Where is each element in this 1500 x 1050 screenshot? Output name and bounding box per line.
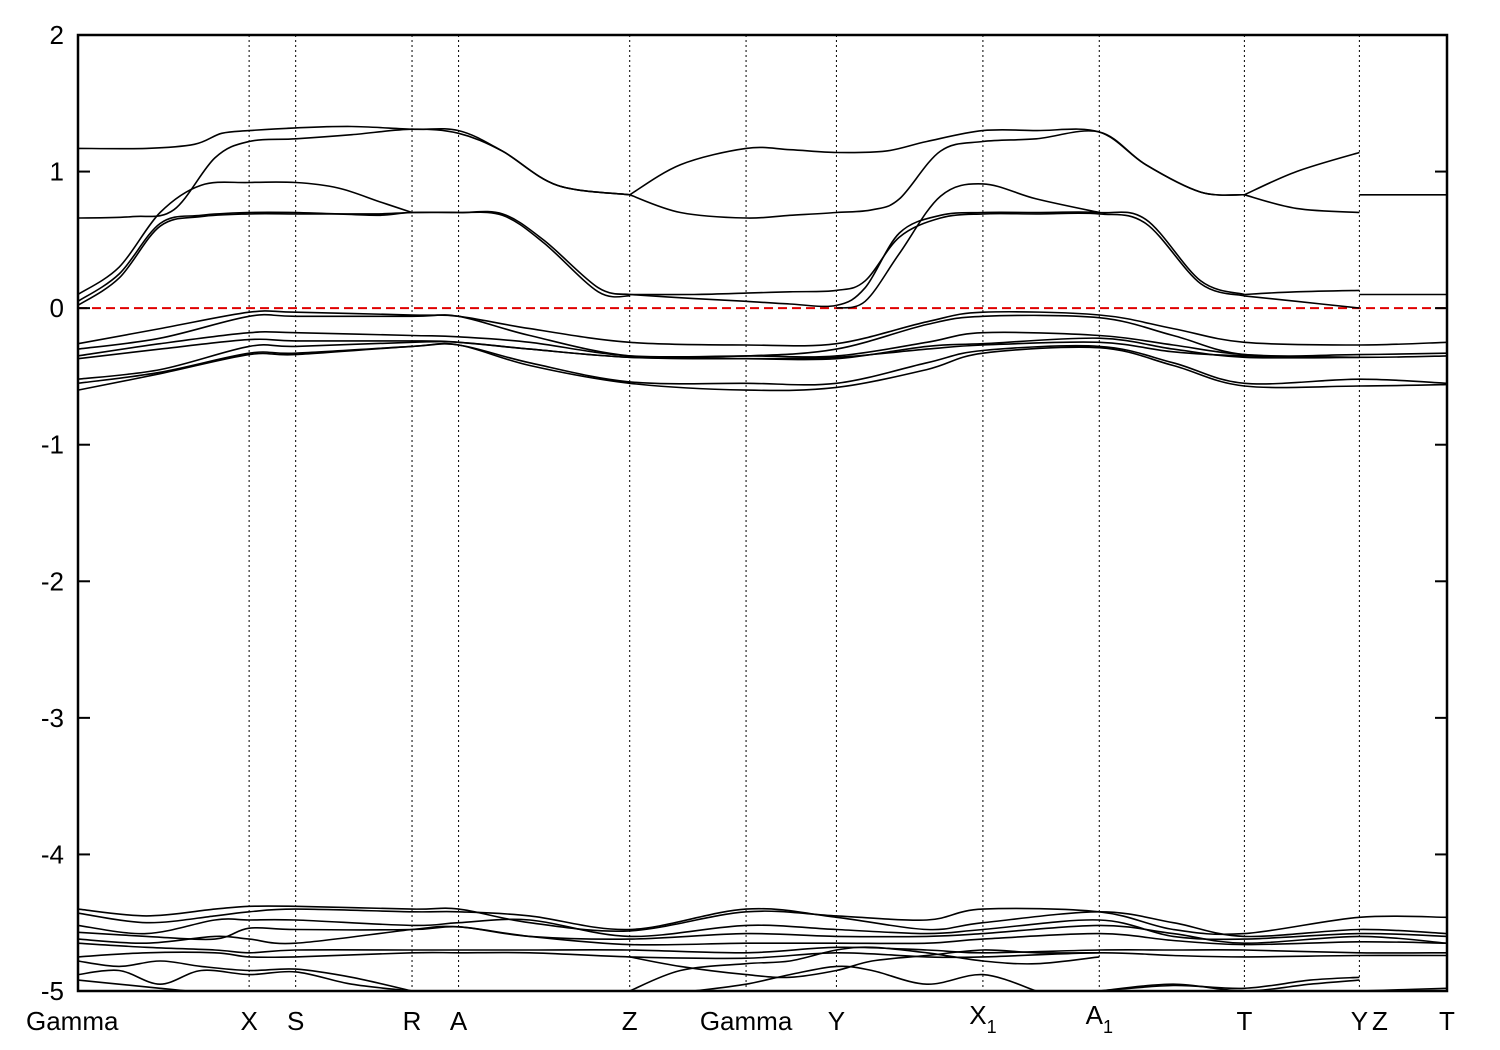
band-line-2 bbox=[77, 181, 413, 296]
axis-ticks bbox=[78, 34, 1447, 992]
band-line-0 bbox=[77, 125, 630, 196]
band-line-24 bbox=[77, 907, 1448, 938]
band-line-31 bbox=[77, 969, 413, 992]
band-line-23 bbox=[77, 905, 1448, 936]
band-line-13 bbox=[1244, 295, 1360, 309]
band-line-33 bbox=[629, 946, 1100, 992]
x-tick-label: A1 bbox=[1086, 1000, 1113, 1037]
band-line-29 bbox=[77, 951, 1448, 960]
band-line-30 bbox=[77, 960, 413, 992]
band-line-27 bbox=[77, 925, 1448, 946]
x-tick-label: S bbox=[287, 1006, 304, 1036]
x-tick-label: T bbox=[1439, 1006, 1455, 1036]
band-line-22 bbox=[77, 342, 1448, 392]
x-tick-labels: Gamma X S R A Z Gamma Y X1 A1 T Y Z T bbox=[26, 1000, 1455, 1037]
band-line-16 bbox=[77, 310, 1448, 347]
plot-frame bbox=[76, 33, 1449, 993]
band-line-20 bbox=[77, 340, 1360, 380]
y-tick-label: 1 bbox=[50, 157, 64, 187]
band-line-12 bbox=[1244, 289, 1360, 296]
y-tick-label: 0 bbox=[50, 293, 64, 323]
x-tick-label: T bbox=[1236, 1006, 1252, 1036]
band-line-7 bbox=[836, 183, 1100, 309]
x-tick-label: X1 bbox=[969, 1000, 996, 1037]
band-line-21 bbox=[77, 343, 1448, 386]
y-tick-label: 2 bbox=[50, 20, 64, 50]
band-line-11 bbox=[1244, 194, 1360, 214]
x-tick-label: Z bbox=[1372, 1006, 1388, 1036]
band-line-1 bbox=[77, 128, 630, 219]
band-line-4 bbox=[77, 211, 630, 307]
band-curves bbox=[77, 125, 1448, 992]
x-tick-label: Gamma bbox=[700, 1006, 793, 1036]
band-line-35 bbox=[693, 965, 1037, 992]
x-tick-label: X bbox=[240, 1006, 257, 1036]
k-point-dividers bbox=[248, 35, 1360, 991]
y-tick-label: -2 bbox=[41, 566, 64, 596]
band-line-9 bbox=[629, 212, 1245, 297]
y-tick-label: -1 bbox=[41, 430, 64, 460]
band-line-26 bbox=[77, 924, 1448, 945]
x-tick-label: A bbox=[450, 1006, 468, 1036]
y-tick-labels: 2 1 0 -1 -2 -3 -4 -5 bbox=[41, 20, 64, 1006]
x-tick-label: R bbox=[403, 1006, 422, 1036]
x-tick-label: Z bbox=[622, 1006, 638, 1036]
band-line-3 bbox=[77, 210, 630, 302]
band-line-37 bbox=[1099, 979, 1360, 992]
band-line-36 bbox=[1099, 976, 1360, 992]
band-line-17 bbox=[77, 313, 1448, 359]
y-tick-label: -4 bbox=[41, 839, 64, 869]
band-line-8 bbox=[629, 211, 1245, 308]
band-line-25 bbox=[77, 918, 1448, 941]
x-tick-label: Gamma bbox=[26, 1006, 119, 1036]
band-line-6 bbox=[629, 130, 1245, 219]
x-tick-label: Y bbox=[828, 1006, 845, 1036]
band-line-10 bbox=[1244, 151, 1360, 196]
x-tick-label: Y bbox=[1351, 1006, 1368, 1036]
y-tick-label: -3 bbox=[41, 703, 64, 733]
band-line-18 bbox=[77, 331, 1448, 359]
y-tick-label: -5 bbox=[41, 976, 64, 1006]
band-line-28 bbox=[77, 942, 1448, 954]
band-line-5 bbox=[629, 128, 1245, 196]
